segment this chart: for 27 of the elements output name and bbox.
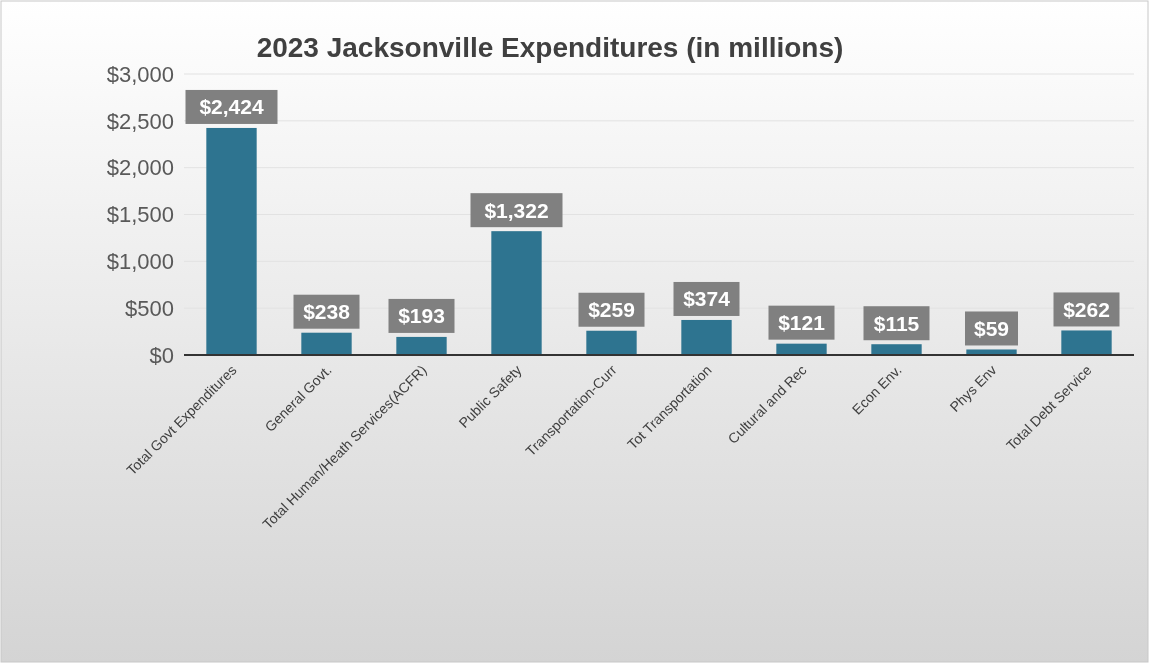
bar bbox=[586, 330, 637, 355]
data-label: $259 bbox=[588, 298, 635, 322]
bar bbox=[301, 332, 352, 355]
data-label: $115 bbox=[873, 311, 920, 335]
bar bbox=[491, 231, 542, 355]
data-label: $262 bbox=[1063, 297, 1110, 321]
data-label: $2,424 bbox=[199, 95, 264, 119]
data-label: $1,322 bbox=[484, 198, 549, 222]
data-label: $59 bbox=[973, 316, 1010, 340]
y-tick-label: $500 bbox=[125, 295, 174, 321]
data-label: $238 bbox=[303, 300, 351, 324]
bar bbox=[871, 344, 922, 355]
data-label: $374 bbox=[683, 287, 731, 311]
data-label: $121 bbox=[778, 311, 826, 335]
bar bbox=[206, 127, 257, 355]
bar bbox=[396, 336, 447, 355]
bar bbox=[1061, 330, 1112, 355]
y-tick-label: $1,000 bbox=[106, 249, 174, 275]
y-tick-label: $3,000 bbox=[106, 61, 174, 87]
chart-title: 2023 Jacksonville Expenditures (in millions) bbox=[256, 32, 844, 63]
bar bbox=[681, 319, 732, 355]
y-tick-label: $1,500 bbox=[106, 202, 174, 228]
y-tick-label: $2,500 bbox=[106, 108, 174, 134]
y-tick-label: $0 bbox=[149, 342, 174, 368]
data-label: $193 bbox=[398, 304, 445, 328]
y-tick-label: $2,000 bbox=[106, 155, 174, 181]
bar bbox=[966, 349, 1017, 355]
